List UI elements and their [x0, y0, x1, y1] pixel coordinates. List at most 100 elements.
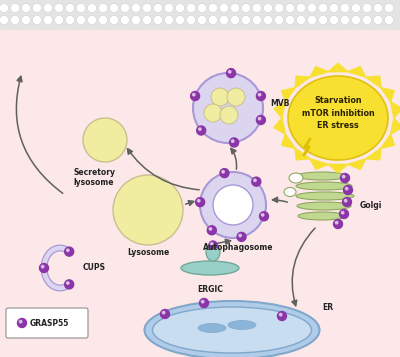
Circle shape — [208, 15, 218, 25]
Circle shape — [88, 4, 96, 12]
Circle shape — [41, 265, 44, 268]
Circle shape — [318, 4, 328, 12]
Circle shape — [0, 15, 8, 25]
Text: ER: ER — [322, 302, 333, 312]
Circle shape — [132, 4, 140, 12]
Circle shape — [258, 94, 261, 96]
Ellipse shape — [152, 307, 312, 353]
Circle shape — [252, 4, 262, 12]
Circle shape — [341, 211, 344, 214]
Circle shape — [220, 15, 228, 25]
Circle shape — [154, 4, 162, 12]
Circle shape — [330, 4, 338, 12]
Text: Starvation
mTOR inhibition
ER stress: Starvation mTOR inhibition ER stress — [302, 96, 374, 130]
Circle shape — [0, 4, 8, 12]
Circle shape — [256, 91, 265, 101]
Circle shape — [279, 313, 282, 316]
Circle shape — [335, 221, 338, 224]
Circle shape — [32, 15, 42, 25]
Circle shape — [254, 179, 256, 182]
Circle shape — [362, 15, 372, 25]
Circle shape — [374, 15, 382, 25]
Circle shape — [211, 243, 213, 245]
Circle shape — [344, 200, 347, 202]
Ellipse shape — [228, 321, 256, 330]
Circle shape — [110, 15, 118, 25]
Circle shape — [162, 311, 165, 314]
Polygon shape — [310, 159, 328, 169]
Ellipse shape — [296, 192, 354, 200]
Circle shape — [66, 249, 69, 252]
Circle shape — [207, 226, 216, 235]
Circle shape — [76, 15, 86, 25]
Circle shape — [132, 15, 140, 25]
Circle shape — [239, 234, 242, 237]
Circle shape — [176, 15, 184, 25]
Circle shape — [256, 115, 265, 125]
Polygon shape — [274, 118, 285, 134]
Circle shape — [66, 282, 69, 284]
Circle shape — [352, 15, 360, 25]
Polygon shape — [348, 67, 366, 77]
Circle shape — [200, 172, 266, 238]
Circle shape — [258, 117, 261, 120]
Circle shape — [211, 88, 229, 106]
Circle shape — [209, 228, 212, 230]
Ellipse shape — [284, 187, 296, 196]
Ellipse shape — [297, 202, 351, 210]
Circle shape — [44, 4, 52, 12]
Ellipse shape — [181, 261, 239, 275]
Circle shape — [200, 298, 208, 307]
Circle shape — [18, 318, 26, 327]
Circle shape — [260, 212, 268, 221]
Circle shape — [65, 280, 74, 289]
Circle shape — [44, 15, 52, 25]
Circle shape — [286, 4, 294, 12]
Text: MVB: MVB — [270, 99, 289, 107]
Circle shape — [198, 15, 206, 25]
FancyBboxPatch shape — [6, 308, 88, 338]
Polygon shape — [282, 134, 295, 148]
Polygon shape — [328, 164, 348, 172]
Circle shape — [198, 128, 201, 130]
Ellipse shape — [206, 243, 220, 261]
Circle shape — [204, 104, 222, 122]
Circle shape — [296, 4, 306, 12]
Circle shape — [201, 300, 204, 303]
Circle shape — [340, 15, 350, 25]
Circle shape — [10, 4, 20, 12]
Circle shape — [186, 4, 196, 12]
Polygon shape — [391, 102, 400, 118]
Circle shape — [242, 4, 250, 12]
Circle shape — [344, 186, 352, 195]
Circle shape — [340, 210, 348, 218]
Circle shape — [242, 15, 250, 25]
Polygon shape — [391, 118, 400, 134]
Circle shape — [142, 4, 152, 12]
Circle shape — [274, 4, 284, 12]
Circle shape — [264, 4, 272, 12]
Circle shape — [334, 220, 342, 228]
Circle shape — [22, 4, 30, 12]
Circle shape — [10, 15, 20, 25]
Circle shape — [330, 15, 338, 25]
Circle shape — [220, 106, 238, 124]
Bar — [0, 0, 400, 30]
Circle shape — [164, 15, 174, 25]
Circle shape — [220, 169, 229, 178]
Circle shape — [98, 4, 108, 12]
Circle shape — [228, 71, 231, 73]
Circle shape — [98, 15, 108, 25]
Circle shape — [342, 175, 345, 178]
Circle shape — [198, 4, 206, 12]
Circle shape — [191, 91, 200, 101]
Circle shape — [160, 310, 170, 318]
Circle shape — [193, 73, 263, 143]
Circle shape — [286, 15, 294, 25]
Ellipse shape — [297, 172, 347, 180]
Circle shape — [308, 15, 316, 25]
Circle shape — [237, 232, 246, 241]
Circle shape — [66, 15, 74, 25]
Circle shape — [227, 88, 245, 106]
Circle shape — [226, 69, 236, 77]
